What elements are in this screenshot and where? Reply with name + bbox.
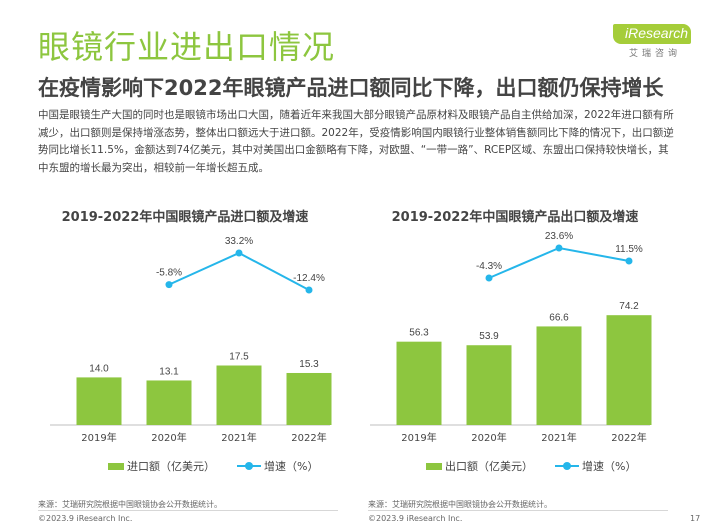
x-tick-label: 2019年	[81, 431, 116, 444]
source-note-left: 来源：艾瑞研究院根据中国眼镜协会公开数据统计。	[38, 500, 222, 509]
import-chart: 14.0 2019年 13.1 2020年 17.5 2021年 15.3 2022年 -5.8…	[50, 236, 332, 444]
legend-line-swatch	[237, 461, 261, 471]
growth-value-label: -5.8%	[156, 268, 182, 279]
export-chart: 56.3 2019年 53.9 2020年 66.6 2021年 74.2 2022年 -4.3…	[370, 231, 652, 444]
bar-value-label: 14.0	[89, 363, 109, 374]
legend-bar-swatch	[426, 462, 442, 470]
bar-value-label: 15.3	[299, 359, 319, 370]
page-title: 眼镜行业进出口情况	[38, 28, 336, 66]
footer-divider-right	[368, 510, 668, 511]
x-tick-label: 2022年	[291, 431, 326, 444]
bar-value-label: 53.9	[479, 331, 499, 342]
copyright-right: ©2023.9 iResearch Inc.	[368, 514, 463, 523]
growth-value-label: 33.2%	[225, 236, 253, 247]
growth-point	[625, 257, 633, 265]
legend-line-swatch	[555, 461, 579, 471]
bar-4	[606, 315, 652, 425]
x-tick-label: 2019年	[401, 431, 436, 444]
legend-export-label: 出口额（亿美元）	[445, 460, 533, 473]
bar-1	[76, 377, 122, 425]
growth-value-label: 11.5%	[615, 244, 643, 255]
bar-3	[216, 365, 262, 425]
growth-value-label: -4.3%	[476, 261, 502, 272]
logo-badge: iResearch	[613, 24, 691, 44]
growth-line	[488, 246, 630, 279]
legend-bar-swatch	[108, 462, 124, 470]
bar-2	[466, 345, 512, 425]
copyright-left: ©2023.9 iResearch Inc.	[38, 514, 133, 523]
growth-value-label: 23.6%	[545, 231, 573, 242]
x-tick-label: 2020年	[151, 431, 186, 444]
intro-paragraph: 中国是眼镜生产大国的同时也是眼镜市场出口大国，随着近年来我国大部分眼镜产品原材料…	[38, 109, 674, 174]
logo-chinese-name: 艾瑞咨询	[629, 49, 682, 59]
import-chart-title: 2019-2022年中国眼镜产品进口额及增速	[61, 210, 309, 225]
bar-value-label: 13.1	[159, 366, 179, 377]
bar-value-label: 66.6	[549, 312, 569, 323]
x-tick-label: 2021年	[221, 431, 256, 444]
bar-3	[536, 326, 582, 425]
growth-line	[168, 251, 310, 291]
growth-point	[235, 249, 243, 257]
x-tick-label: 2021年	[541, 431, 576, 444]
bar-1	[396, 341, 442, 425]
growth-point	[165, 281, 173, 289]
growth-point	[555, 244, 563, 252]
import-chart-legend: 进口额（亿美元） 增速（%）	[108, 458, 318, 474]
legend-growth-label: 增速（%）	[264, 460, 319, 473]
page-number: 17	[690, 514, 701, 523]
x-tick-label: 2020年	[471, 431, 506, 444]
bar-value-label: 56.3	[409, 328, 429, 339]
growth-point	[305, 286, 313, 294]
logo-text: iResearch	[625, 25, 689, 41]
export-chart-legend: 出口额（亿美元） 增速（%）	[426, 458, 636, 474]
export-chart-title: 2019-2022年中国眼镜产品出口额及增速	[391, 210, 639, 225]
legend-growth-label: 增速（%）	[582, 460, 637, 473]
iresearch-logo: iResearch 艾瑞咨询	[603, 24, 693, 62]
source-note-right: 来源：艾瑞研究院根据中国眼镜协会公开数据统计。	[368, 500, 552, 509]
bar-value-label: 17.5	[229, 352, 249, 363]
growth-point	[485, 274, 493, 282]
bar-2	[146, 380, 192, 425]
growth-value-label: -12.4%	[293, 273, 325, 284]
legend-import-label: 进口额（亿美元）	[127, 460, 215, 473]
x-tick-label: 2022年	[611, 431, 646, 444]
footer-divider-left	[38, 510, 338, 511]
bar-4	[286, 372, 332, 425]
page-subtitle: 在疫情影响下2022年眼镜产品进口额同比下降，出口额仍保持增长	[38, 76, 664, 100]
bar-value-label: 74.2	[619, 301, 639, 312]
